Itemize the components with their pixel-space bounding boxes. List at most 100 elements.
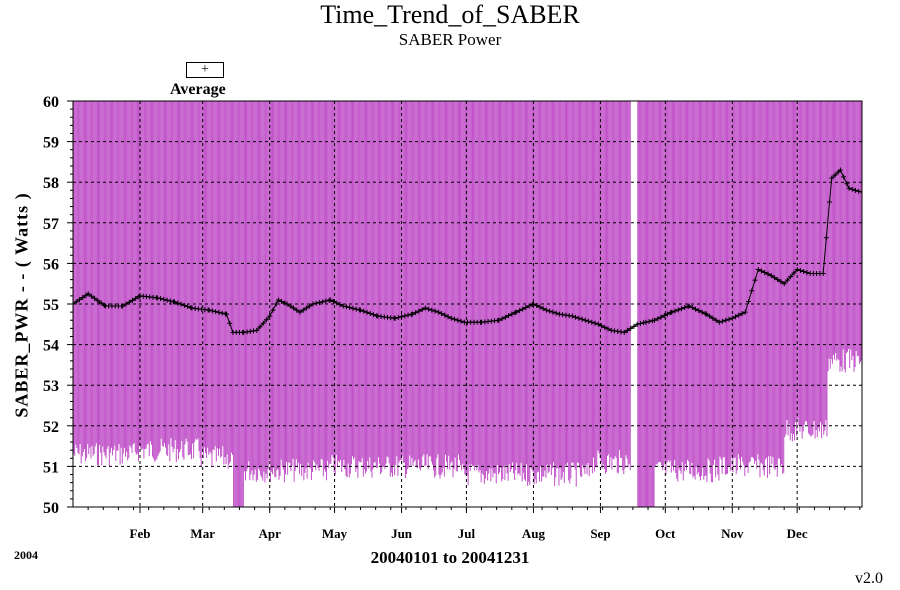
average-point (181, 302, 187, 308)
average-point (664, 311, 670, 317)
average-point (154, 295, 160, 301)
average-point (413, 310, 419, 316)
average-point (658, 314, 664, 320)
average-point (73, 299, 79, 305)
average-point (175, 300, 181, 306)
average-point (643, 319, 649, 325)
average-point (765, 271, 771, 277)
average-point (416, 308, 422, 314)
average-point (832, 172, 838, 178)
average-point (563, 312, 569, 318)
average-point (247, 328, 253, 334)
average-point (516, 308, 522, 314)
average-point (98, 300, 104, 306)
average-point (316, 299, 322, 305)
average-point (422, 305, 428, 311)
average-point (589, 319, 595, 325)
average-point (621, 329, 627, 335)
average-point (509, 311, 515, 317)
average-point (634, 321, 640, 327)
average-point (631, 323, 637, 329)
average-point (618, 329, 624, 335)
y-tick-label: 57 (43, 216, 59, 233)
average-point (323, 298, 329, 304)
y-tick-label: 56 (43, 256, 59, 273)
average-point (95, 298, 101, 304)
average-point (853, 187, 859, 193)
average-point (781, 281, 787, 287)
average-point (129, 297, 135, 303)
average-point (347, 305, 353, 311)
average-point (733, 314, 739, 320)
average-point (250, 328, 256, 334)
average-point (227, 320, 233, 326)
average-point (101, 302, 107, 308)
average-point (713, 317, 719, 323)
average-point (419, 307, 425, 313)
average-point (523, 305, 529, 311)
average-point (576, 315, 582, 321)
average-point (520, 306, 526, 312)
average-point (605, 326, 611, 332)
y-tick-label: 50 (43, 500, 59, 517)
average-point (615, 328, 621, 334)
average-point (534, 303, 540, 309)
average-point (76, 297, 82, 303)
average-point (80, 294, 86, 300)
average-point (287, 303, 293, 309)
y-tick-label: 55 (43, 297, 59, 314)
average-point (123, 301, 129, 307)
average-point (693, 306, 699, 312)
x-tick-label: Nov (721, 526, 744, 541)
average-point (699, 309, 705, 315)
average-point (402, 313, 408, 319)
average-point (703, 311, 709, 317)
average-point (350, 305, 356, 311)
average-point (829, 175, 835, 181)
average-point (452, 316, 458, 322)
average-point (448, 315, 454, 321)
year-label: 2004 (14, 548, 38, 562)
average-point (392, 315, 398, 321)
average-point (294, 307, 300, 313)
y-tick-label: 53 (43, 378, 59, 395)
average-point (458, 318, 464, 324)
average-point (442, 312, 448, 318)
average-point (707, 313, 713, 319)
average-point (540, 306, 546, 312)
average-point (327, 297, 333, 303)
average-point (762, 270, 768, 276)
average-point (300, 307, 306, 313)
average-point (178, 301, 184, 307)
average-point (334, 300, 340, 306)
average-point (696, 308, 702, 314)
average-point (550, 309, 556, 315)
average-point (435, 309, 441, 315)
average-point (506, 313, 512, 319)
average-point (771, 275, 777, 281)
average-point (367, 311, 373, 317)
average-point (668, 310, 674, 316)
average-point (409, 311, 415, 317)
average-point (330, 298, 336, 304)
average-point (758, 268, 764, 274)
average-point (720, 318, 726, 324)
average-point (794, 266, 800, 272)
average-point (267, 313, 273, 319)
average-point (788, 274, 794, 280)
average-point (856, 188, 862, 194)
legend-label: Average (170, 81, 226, 98)
average-point (405, 312, 411, 318)
average-point (675, 307, 681, 313)
average-point (841, 174, 847, 180)
y-tick-label: 52 (43, 419, 59, 436)
y-tick-label: 51 (43, 459, 59, 476)
average-point (689, 305, 695, 311)
average-point (624, 327, 630, 333)
average-point (370, 312, 376, 318)
average-point (526, 303, 532, 309)
average-point (161, 296, 167, 302)
average-point (284, 301, 290, 307)
average-point (628, 325, 634, 331)
